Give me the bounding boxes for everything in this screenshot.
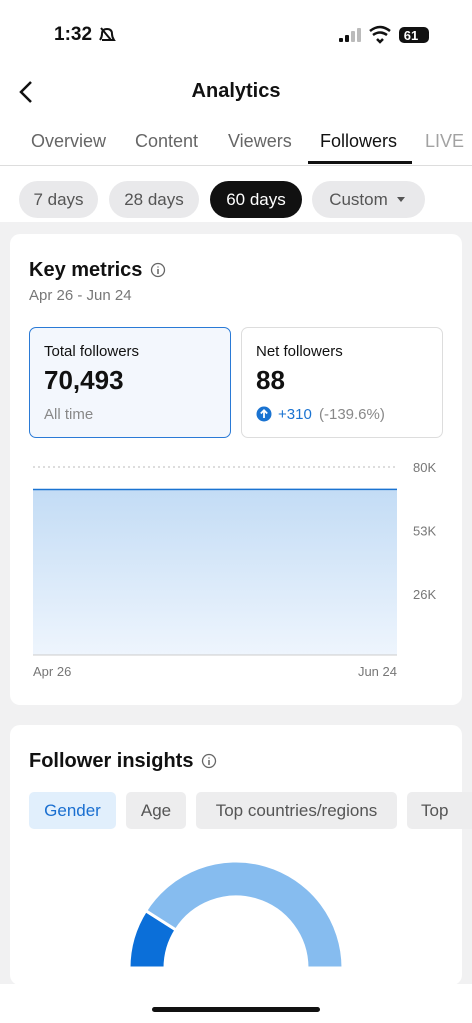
tab[interactable]: LIVE	[425, 131, 465, 151]
metric-change-pct: (-139.6%)	[319, 406, 385, 423]
pie-slice	[143, 859, 345, 970]
insight-tab[interactable]: Top cities	[407, 792, 472, 829]
metric-card[interactable]	[29, 327, 231, 438]
y-tick-label: 26K	[413, 587, 436, 602]
page-title: Analytics	[191, 80, 281, 102]
tab[interactable]: Viewers	[228, 131, 292, 151]
range-pill[interactable]: Custom	[312, 181, 425, 218]
mute-icon	[99, 27, 116, 41]
tab-underline	[308, 161, 412, 164]
battery-level: 61	[404, 28, 418, 43]
y-tick-label: 80K	[413, 460, 436, 475]
y-tick-label: 53K	[413, 523, 436, 538]
wifi-icon	[369, 25, 391, 44]
tab[interactable]: Content	[135, 131, 199, 151]
area	[33, 489, 397, 655]
insight-tab[interactable]: Top countries/regions	[196, 792, 397, 829]
range-pill[interactable]: 7 days	[19, 181, 98, 218]
tab[interactable]: Overview	[31, 131, 107, 151]
metric-change: +310	[278, 406, 312, 423]
metric-card[interactable]	[241, 327, 443, 438]
metric-label: Total followers	[44, 343, 140, 360]
signal-icon	[339, 28, 361, 42]
insights-card	[10, 725, 462, 985]
insight-tab[interactable]: Age	[126, 792, 186, 829]
bottom-area	[0, 984, 472, 1023]
back-button[interactable]	[16, 80, 38, 104]
metric-label: Net followers	[256, 343, 343, 360]
gender-chart	[127, 859, 345, 970]
home-indicator	[152, 1007, 320, 1012]
range-pill[interactable]: 60 days	[210, 181, 302, 218]
info-icon[interactable]	[150, 262, 166, 278]
info-icon[interactable]	[201, 753, 217, 769]
section-title: Key metrics	[29, 259, 143, 281]
metric-note: All time	[44, 406, 94, 423]
status-icons: 61	[99, 25, 429, 44]
follower-chart: 80K 53K 26K Apr 26 Jun 24	[32, 460, 436, 679]
range-pill[interactable]: 28 days	[109, 181, 199, 218]
clock: 1:32	[54, 24, 93, 45]
dropdown-caret	[397, 197, 405, 202]
x-tick-label: Apr 26	[33, 664, 71, 679]
metric-value: 88	[256, 365, 285, 395]
divider	[0, 165, 472, 166]
up-icon	[256, 406, 272, 422]
x-tick-label: Jun 24	[358, 664, 397, 679]
metric-value: 70,493	[44, 365, 124, 395]
section-title: Follower insights	[29, 750, 194, 772]
battery-icon	[399, 27, 429, 43]
insight-tab[interactable]: Gender	[29, 792, 116, 829]
date-range: Apr 26 - Jun 24	[29, 287, 132, 304]
tab[interactable]: Followers	[320, 131, 398, 151]
